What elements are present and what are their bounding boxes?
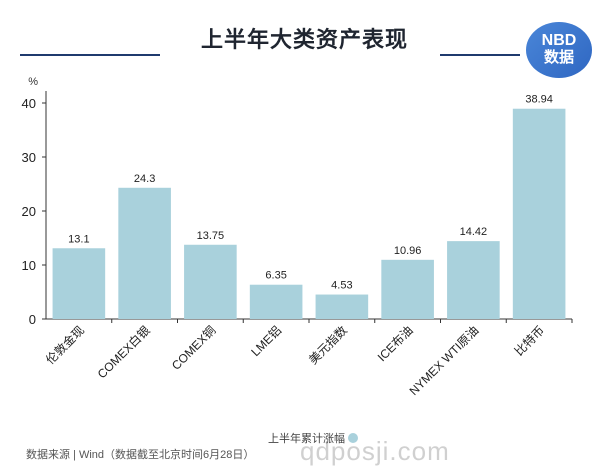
legend: 上半年累计涨幅	[268, 430, 358, 446]
data-label: 24.3	[134, 173, 155, 185]
bar	[184, 244, 237, 319]
data-label: 4.53	[331, 280, 352, 292]
x-tick-label: LME铝	[248, 323, 285, 360]
bar	[118, 187, 171, 319]
x-tick-label: 比特币	[511, 323, 547, 359]
y-axis-unit-label: %	[28, 76, 38, 88]
y-tick-label: 30	[22, 150, 36, 165]
title-rule-right	[440, 54, 520, 56]
logo-text-nbd: NBD	[541, 32, 577, 49]
x-tick-label: COMEX铜	[168, 323, 218, 373]
data-label: 6.35	[265, 270, 286, 282]
y-tick-label: 10	[22, 258, 36, 273]
watermark-text: qdposji.com	[300, 436, 450, 466]
chart-title: 上半年大类资产表现	[200, 27, 408, 52]
y-tick-label: 20	[22, 204, 36, 219]
legend-label: 上半年累计涨幅	[268, 433, 345, 445]
y-tick-label: 0	[29, 312, 36, 327]
bar	[447, 241, 500, 319]
x-tick-label: 美元指数	[305, 323, 350, 368]
bar	[249, 284, 303, 319]
source-note: 数据来源 | Wind（数据截至北京时间6月28日）	[26, 449, 255, 461]
x-tick-label: ICE布油	[375, 323, 416, 364]
data-label: 14.42	[460, 226, 488, 238]
data-label: 13.75	[197, 230, 225, 242]
logo-text-data: 数据	[543, 49, 574, 66]
bar	[315, 294, 369, 319]
bar	[52, 248, 106, 319]
legend-swatch-dot	[348, 433, 358, 443]
nbd-logo: NBD 数据	[526, 22, 592, 78]
data-label: 13.1	[68, 233, 89, 245]
bar	[381, 259, 434, 319]
x-tick-label: NYMEX WTI原油	[407, 323, 482, 398]
data-label: 10.96	[394, 245, 422, 257]
data-label: 38.94	[525, 94, 553, 106]
bar	[512, 108, 566, 319]
x-tick-label: COMEX白银	[94, 323, 153, 382]
x-tick-label: 伦敦金现	[42, 323, 87, 368]
chart-bars	[52, 108, 566, 319]
title-rule-left	[20, 54, 160, 56]
y-tick-label: 40	[22, 96, 36, 111]
